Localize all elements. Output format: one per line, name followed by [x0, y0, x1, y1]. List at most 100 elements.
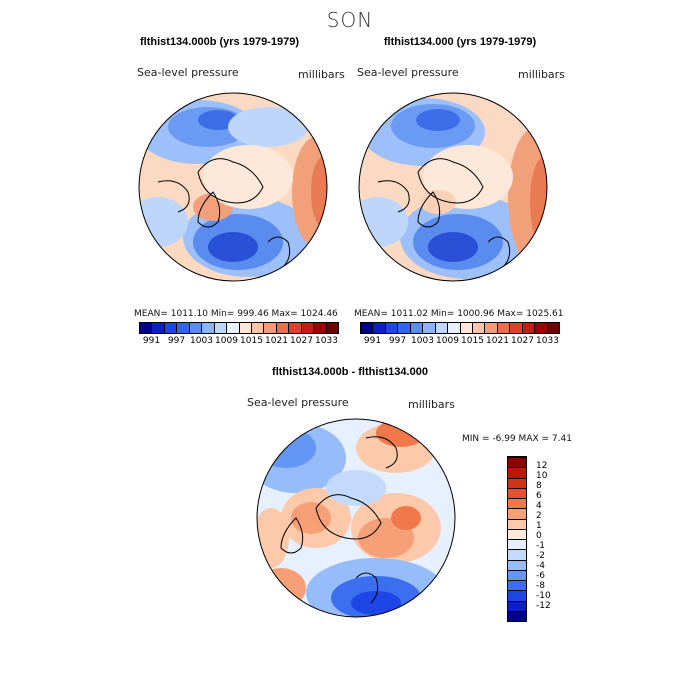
- colorbar-swatch: [301, 323, 315, 333]
- colorbar-swatch: [314, 323, 327, 333]
- colorbar-swatch: [202, 323, 215, 333]
- colorbar-tick-label: -10: [536, 591, 551, 601]
- colorbar-tick-label: -6: [536, 571, 545, 581]
- panel3-colorbar: [507, 456, 527, 622]
- colorbar-swatch: [227, 323, 240, 333]
- colorbar-swatch: [326, 323, 338, 333]
- colorbar-swatch: [535, 323, 548, 333]
- panel2-title: flthist134.000 (yrs 1979-1979): [383, 36, 537, 48]
- panel1-colorbar: [139, 322, 339, 334]
- panel1-title: flthist134.000b (yrs 1979-1979): [140, 36, 299, 48]
- colorbar-swatch: [508, 590, 526, 601]
- colorbar-swatch: [497, 323, 511, 333]
- colorbar-tick-label: -12: [536, 601, 551, 611]
- panel3-field-label: Sea-level pressure: [247, 396, 349, 409]
- colorbar-tick-label: 1003: [411, 336, 434, 346]
- panel1-colorbar-ticks: 991 997 1003 1009 1015 1021 1027 1033: [139, 336, 339, 346]
- colorbar-tick-label: 1021: [265, 336, 288, 346]
- colorbar-swatch: [460, 323, 473, 333]
- colorbar-swatch: [373, 323, 386, 333]
- colorbar-tick-label: -2: [536, 551, 545, 561]
- colorbar-swatch: [448, 323, 461, 333]
- colorbar-tick-label: 1003: [190, 336, 213, 346]
- colorbar-tick-label: 1027: [290, 336, 313, 346]
- colorbar-tick-label: 12: [536, 461, 548, 471]
- panel2-stats: MEAN= 1011.02 Min= 1000.96 Max= 1025.61: [354, 309, 564, 319]
- colorbar-swatch: [472, 323, 486, 333]
- colorbar-swatch: [398, 323, 411, 333]
- panel2-field-label: Sea-level pressure: [357, 66, 459, 79]
- colorbar-swatch: [510, 323, 523, 333]
- colorbar-tick-label: 0: [536, 531, 542, 541]
- colorbar-swatch: [508, 508, 526, 519]
- colorbar-swatch: [508, 487, 526, 498]
- colorbar-swatch: [177, 323, 190, 333]
- colorbar-swatch: [508, 600, 526, 611]
- colorbar-tick-label: 4: [536, 501, 542, 511]
- colorbar-tick-label: -8: [536, 581, 545, 591]
- colorbar-swatch: [289, 323, 302, 333]
- colorbar-swatch: [508, 528, 526, 539]
- panel3-units-label: millibars: [408, 398, 455, 411]
- colorbar-tick-label: 6: [536, 491, 542, 501]
- panel2-colorbar-ticks: 991 997 1003 1009 1015 1021 1027 1033: [360, 336, 560, 346]
- colorbar-swatch: [508, 539, 526, 550]
- colorbar-tick-label: 1015: [240, 336, 263, 346]
- colorbar-tick-label: 1009: [436, 336, 459, 346]
- colorbar-swatch: [508, 518, 526, 529]
- panel3-colorbar-ticks: -12 -10 -8 -6 -4 -2 -1 0 1 2 4 6 8 10 12: [536, 461, 576, 611]
- colorbar-swatch: [189, 323, 203, 333]
- colorbar-tick-label: 1033: [315, 336, 338, 346]
- panel1-field-label: Sea-level pressure: [137, 66, 239, 79]
- season-title: SON: [326, 8, 374, 32]
- colorbar-tick-label: 1033: [536, 336, 559, 346]
- colorbar-tick-label: 8: [536, 481, 542, 491]
- colorbar-swatch: [214, 323, 228, 333]
- colorbar-tick-label: 997: [167, 336, 186, 346]
- colorbar-tick-label: -1: [536, 541, 545, 551]
- colorbar-swatch: [485, 323, 498, 333]
- colorbar-swatch: [239, 323, 252, 333]
- panel2-polar-map: [358, 92, 548, 282]
- panel1-stats: MEAN= 1011.10 Min= 999.46 Max= 1024.46: [134, 309, 338, 319]
- colorbar-tick-label: 991: [363, 336, 382, 346]
- panel1-units-label: millibars: [298, 68, 345, 81]
- colorbar-swatch: [508, 610, 526, 621]
- panel3-title: flthist134.000b - flthist134.000: [272, 366, 428, 378]
- colorbar-tick-label: 1021: [486, 336, 509, 346]
- colorbar-tick-label: 1009: [215, 336, 238, 346]
- colorbar-swatch: [276, 323, 290, 333]
- panel3-polar-map: [256, 418, 456, 618]
- colorbar-swatch: [423, 323, 436, 333]
- colorbar-tick-label: -4: [536, 561, 545, 571]
- panel3-stats: MIN = -6.99 MAX = 7.41: [462, 434, 572, 444]
- colorbar-tick-label: 991: [142, 336, 161, 346]
- colorbar-swatch: [508, 498, 526, 509]
- colorbar-swatch: [508, 549, 526, 560]
- colorbar-swatch: [385, 323, 399, 333]
- colorbar-swatch: [435, 323, 449, 333]
- panel2-units-label: millibars: [518, 68, 565, 81]
- colorbar-swatch: [164, 323, 178, 333]
- colorbar-tick-label: 10: [536, 471, 548, 481]
- colorbar-swatch: [251, 323, 265, 333]
- colorbar-tick-label: 2: [536, 511, 542, 521]
- colorbar-swatch: [508, 559, 526, 570]
- colorbar-swatch: [152, 323, 165, 333]
- colorbar-swatch: [140, 323, 153, 333]
- colorbar-swatch: [508, 467, 526, 478]
- colorbar-swatch: [508, 457, 526, 468]
- colorbar-swatch: [410, 323, 424, 333]
- panel2-colorbar: [360, 322, 560, 334]
- colorbar-tick-label: 1027: [511, 336, 534, 346]
- colorbar-swatch: [522, 323, 536, 333]
- colorbar-swatch: [361, 323, 374, 333]
- colorbar-swatch: [508, 569, 526, 580]
- colorbar-swatch: [508, 580, 526, 591]
- panel1-polar-map: [138, 92, 328, 282]
- colorbar-tick-label: 997: [388, 336, 407, 346]
- colorbar-tick-label: 1: [536, 521, 542, 531]
- colorbar-tick-label: 1015: [461, 336, 484, 346]
- colorbar-swatch: [547, 323, 559, 333]
- colorbar-swatch: [508, 477, 526, 488]
